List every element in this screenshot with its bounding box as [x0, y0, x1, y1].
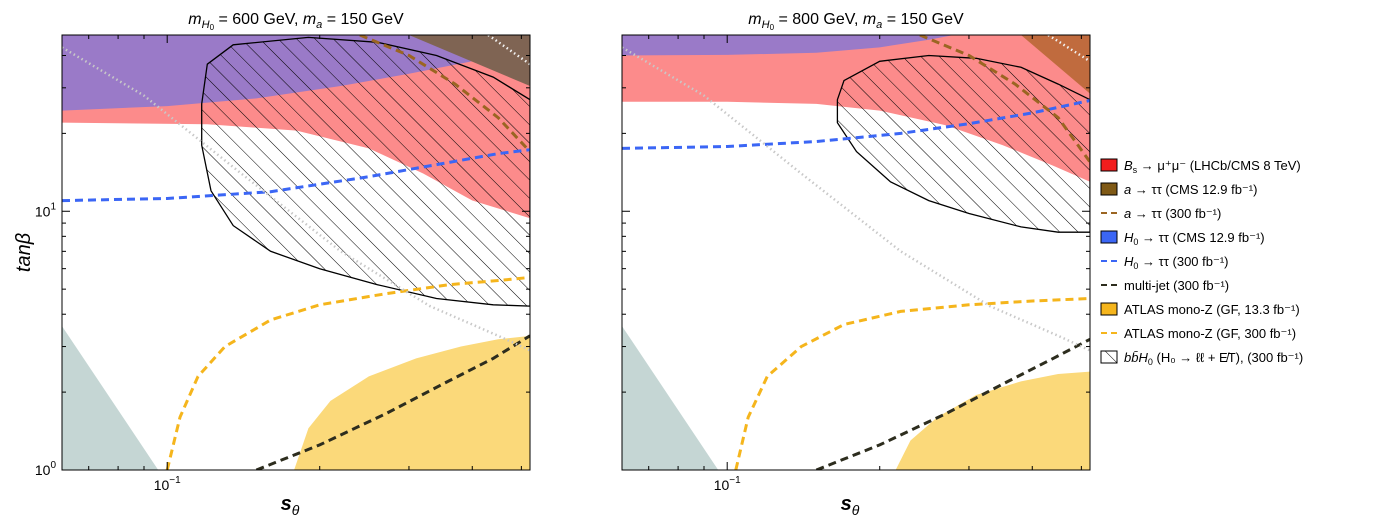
legend-swatch [1100, 302, 1118, 316]
legend-item-7: ATLAS mono-Z (GF, 13.3 fb⁻¹) [1100, 302, 1300, 317]
legend-label: bb̄H0 (H₀ → ℓℓ + E̸T), (300 fb⁻¹) [1124, 350, 1303, 367]
chart-panel-2: 10−1 mH0 = 800 GeV, ma = 150 GeV sθ [621, 11, 1091, 518]
x-tick-label: 10−1 [714, 475, 741, 493]
series-multi-jet-300-fb [815, 337, 1090, 470]
legend-item-1: Bs → μ⁺μ⁻ (LHCb/CMS 8 TeV) [1100, 158, 1301, 175]
plot-frame [621, 34, 1091, 471]
series-a-cms-12-9-fb [1020, 35, 1090, 94]
series-bb-h-h-e-t-300-fb [201, 36, 530, 307]
axis-ticks [622, 35, 1090, 470]
y-tick-label: 101 [35, 201, 57, 219]
legend-swatch [1100, 158, 1118, 172]
chart-panel-1: 10−1 100 101 mH0 = 600 GeV, ma = 150 GeV sθ t… [13, 11, 531, 518]
plot-area [622, 35, 1090, 470]
legend-item-5: H0 → ττ (300 fb⁻¹) [1101, 254, 1229, 271]
series-h-cms-12-9-fb [622, 99, 1090, 150]
series-grey-region [62, 326, 159, 470]
series-atlas-mono-z-gf-13-3-fb [895, 371, 1090, 470]
plot-frame [61, 34, 531, 471]
series-a-300-fb [919, 35, 1090, 163]
x-axis-label: sθ [281, 493, 300, 518]
legend-item-9: bb̄H0 (H₀ → ℓℓ + E̸T), (300 fb⁻¹) [1100, 350, 1303, 367]
series-purple-region [622, 35, 954, 56]
legend-swatch [1100, 350, 1118, 364]
legend-swatch [1100, 182, 1118, 196]
series-a-300-fb [359, 35, 530, 153]
legend-item-8: ATLAS mono-Z (GF, 300 fb⁻¹) [1101, 326, 1296, 341]
legend-label: H0 → ττ (300 fb⁻¹) [1124, 254, 1229, 271]
legend-label: Bs → μ⁺μ⁻ (LHCb/CMS 8 TeV) [1124, 158, 1301, 175]
legend-label: multi-jet (300 fb⁻¹) [1124, 278, 1229, 293]
series-h-cms-12-9-fb [62, 148, 530, 203]
legend-label: a → ττ (300 fb⁻¹) [1124, 206, 1221, 221]
series-white-dotted [1047, 35, 1090, 63]
x-axis-label: sθ [841, 493, 860, 518]
legend-item-3: a → ττ (300 fb⁻¹) [1101, 206, 1221, 221]
x-tick-label: 10−1 [154, 475, 181, 493]
series-atlas-mono-z-gf-13-3-fb [294, 335, 530, 470]
legend-swatch [1100, 230, 1118, 244]
legend-label: ATLAS mono-Z (GF, 13.3 fb⁻¹) [1124, 302, 1300, 317]
chart-title: mH0 = 800 GeV, ma = 150 GeV [748, 11, 964, 32]
legend-label: ATLAS mono-Z (GF, 300 fb⁻¹) [1124, 326, 1296, 341]
legend-item-4: H0 → ττ (CMS 12.9 fb⁻¹) [1100, 230, 1265, 247]
chart-title: mH0 = 600 GeV, ma = 150 GeV [188, 11, 404, 32]
axis-ticks [62, 35, 530, 470]
series-atlas-mono-z-gf-300-fb [734, 297, 1090, 470]
series-multi-jet-300-fb [255, 334, 530, 470]
y-axis-label: tanβ [13, 233, 35, 272]
plot-area [62, 35, 530, 470]
series-grey-dotted [622, 46, 1090, 352]
series-a-cms-12-9-fb [408, 35, 530, 86]
y-tick-label: 100 [35, 460, 57, 478]
legend: Bs → μ⁺μ⁻ (LHCb/CMS 8 TeV) a → ττ (CMS 12… [1100, 158, 1303, 367]
legend-label: H0 → ττ (CMS 12.9 fb⁻¹) [1124, 230, 1265, 247]
legend-item-2: a → ττ (CMS 12.9 fb⁻¹) [1100, 182, 1257, 197]
series-bb-h-h-e-t-300-fb [836, 54, 1090, 233]
legend-label: a → ττ (CMS 12.9 fb⁻¹) [1124, 182, 1257, 197]
series-grey-region [622, 326, 719, 470]
legend-item-6: multi-jet (300 fb⁻¹) [1101, 278, 1229, 293]
series-grey-dotted [62, 46, 530, 352]
